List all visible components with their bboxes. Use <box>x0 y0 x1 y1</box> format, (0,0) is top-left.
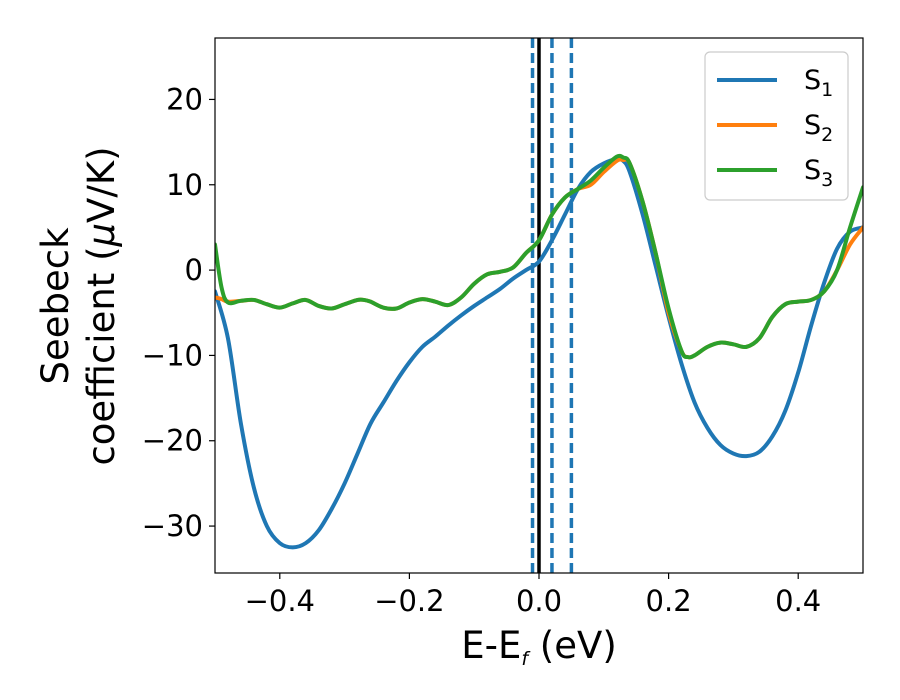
y-tick-label: 0 <box>185 253 203 287</box>
y-tick-label: −30 <box>142 509 203 543</box>
legend: S1 S2 S3 <box>704 51 849 201</box>
series-lines <box>215 153 863 550</box>
x-axis-ticks: −0.4 −0.2 0.0 0.2 0.4 <box>245 573 821 618</box>
y-axis-ticks: −30 −20 −10 0 10 20 <box>142 82 215 543</box>
y-tick-label: −20 <box>142 424 203 458</box>
x-tick-label: −0.4 <box>245 584 315 618</box>
y-axis-label-line2: coefficient (μV/K) <box>80 146 123 465</box>
x-tick-label: 0.4 <box>775 584 821 618</box>
y-axis-label-line1: Seebeck <box>34 227 77 385</box>
legend-label-s3: S3 <box>804 155 833 191</box>
legend-label-s2: S2 <box>804 110 833 146</box>
legend-label-s1: S1 <box>804 65 833 101</box>
series-line-s3 <box>215 153 863 360</box>
x-tick-label: 0.0 <box>516 584 562 618</box>
x-tick-label: 0.2 <box>646 584 692 618</box>
y-tick-label: −10 <box>142 338 203 372</box>
series-line-s1 <box>215 156 863 550</box>
vertical-reference-lines <box>530 38 574 573</box>
y-axis-label: Seebeck coefficient (μV/K) <box>34 146 123 465</box>
y-tick-label: 10 <box>166 168 203 202</box>
x-axis-label: E-Ef (eV) <box>461 624 617 670</box>
y-tick-label: 20 <box>166 82 203 116</box>
x-tick-label: −0.2 <box>374 584 444 618</box>
